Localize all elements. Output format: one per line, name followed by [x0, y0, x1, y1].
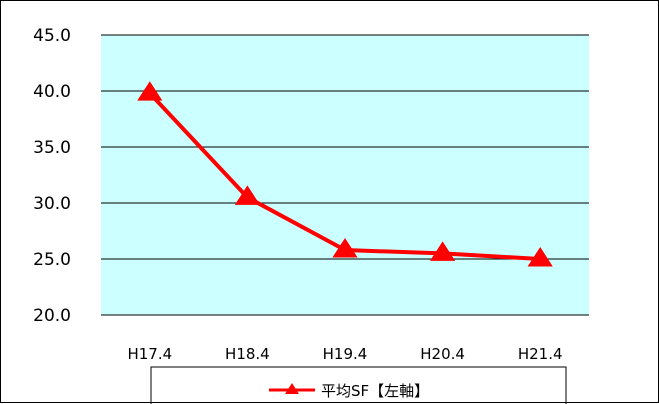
series-layer	[137, 81, 553, 267]
legend-marker-sample	[285, 383, 299, 394]
y-tick-label: 25.0	[33, 250, 71, 270]
data-point-marker	[234, 185, 260, 205]
plot-area	[101, 35, 589, 315]
data-point-marker	[332, 238, 358, 258]
x-tick-label: H17.4	[127, 345, 172, 363]
legend: 平均SF【左軸】	[150, 366, 567, 404]
y-tick-label: 20.0	[33, 306, 71, 326]
legend-label: 平均SF【左軸】	[321, 382, 429, 400]
data-point-marker	[137, 81, 163, 101]
x-tick-label: H19.4	[323, 345, 368, 363]
x-tick-label: H18.4	[225, 345, 270, 363]
y-tick-label: 30.0	[33, 194, 71, 214]
y-tick-label: 45.0	[33, 26, 71, 46]
legend-box	[150, 366, 567, 404]
y-axis: 20.0 25.0 30.0 35.0 40.0 45.0	[33, 26, 71, 326]
x-tick-label: H20.4	[420, 345, 465, 363]
data-point-marker	[430, 241, 456, 261]
x-axis: H17.4 H18.4 H19.4 H20.4 H21.4	[101, 314, 589, 363]
data-point-marker	[527, 247, 553, 267]
y-tick-label: 35.0	[33, 138, 71, 158]
x-tick-label: H21.4	[518, 345, 563, 363]
y-tick-label: 40.0	[33, 82, 71, 102]
